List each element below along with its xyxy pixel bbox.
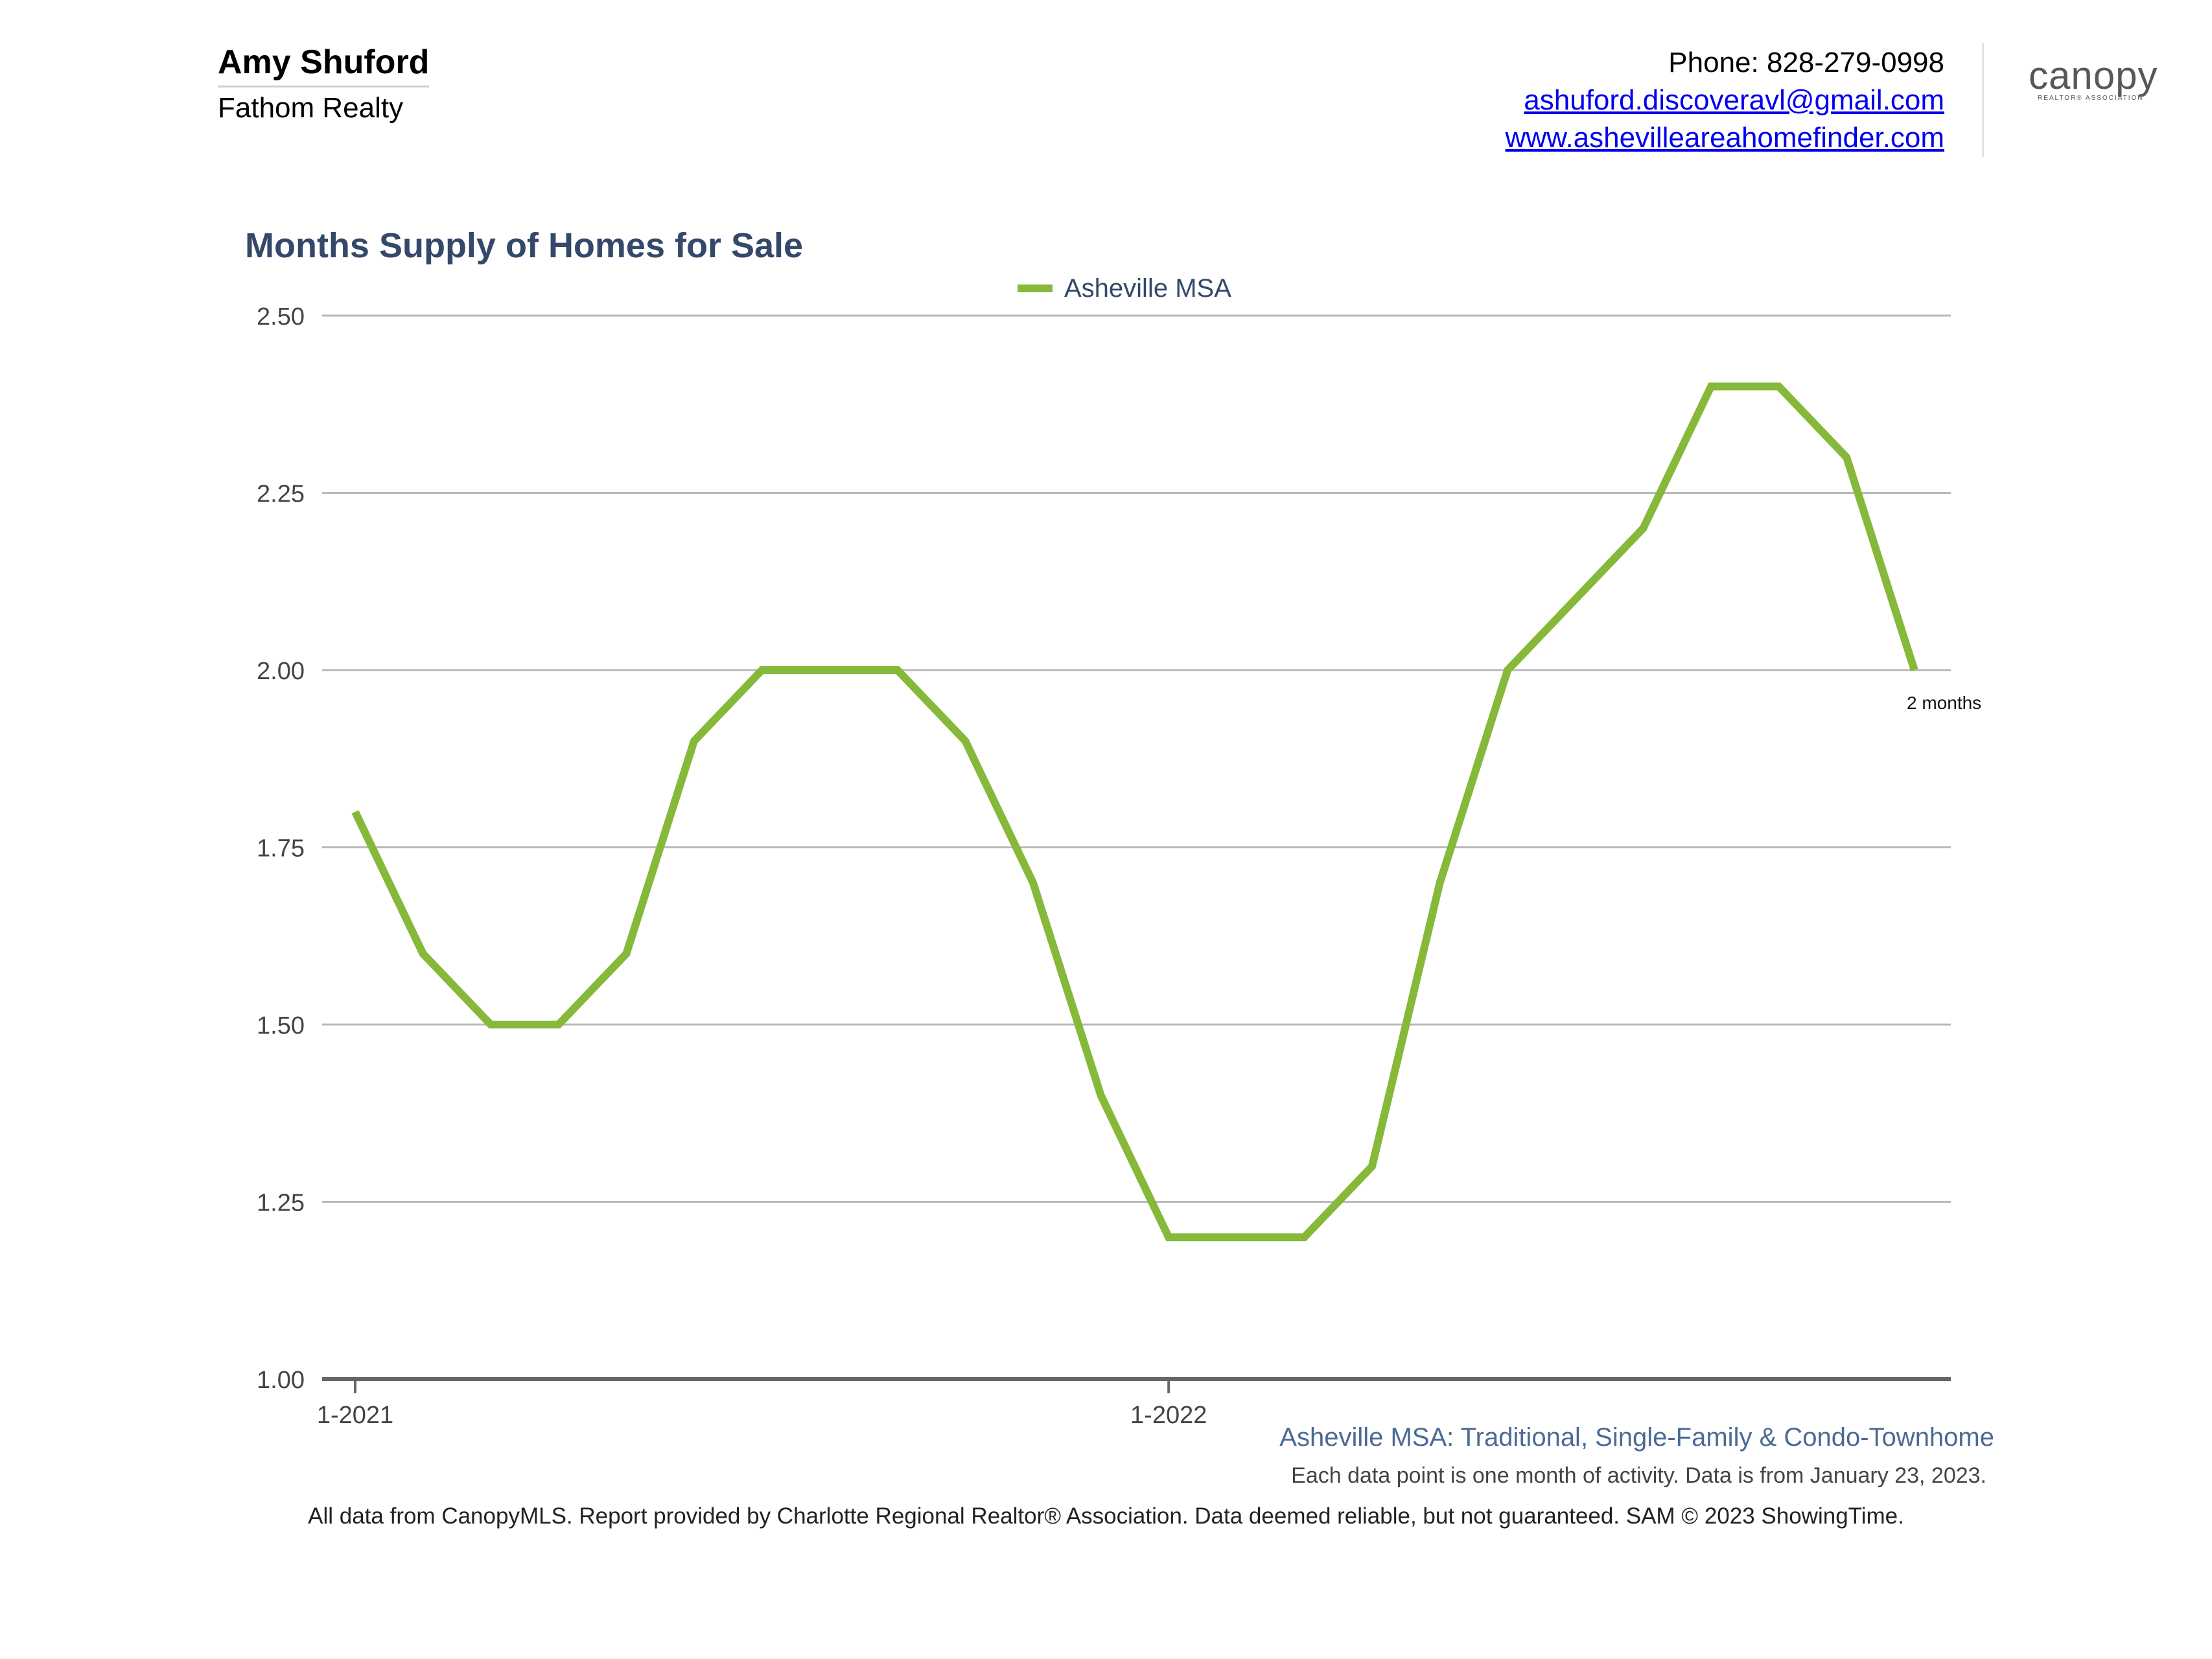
chart-legend: Asheville MSA (1018, 272, 1231, 305)
legend-label: Asheville MSA (1064, 273, 1231, 303)
y-tick-label: 2.50 (257, 303, 305, 331)
agent-phone: Phone: 828-279-0998 (1668, 47, 1944, 78)
x-tick-label: 1-2021 (317, 1402, 393, 1429)
header-divider (1982, 43, 1984, 157)
end-value-label: 2 months (1907, 693, 1981, 713)
agent-website-link[interactable]: www.ashevilleareahomefinder.com (1505, 122, 1944, 154)
legend-swatch (1018, 284, 1053, 292)
chart-title: Months Supply of Homes for Sale (245, 226, 804, 265)
y-tick-label: 1.75 (257, 835, 305, 863)
footer-disclaimer: All data from CanopyMLS. Report provided… (308, 1503, 1904, 1529)
agent-company: Fathom Realty (218, 92, 404, 124)
chart-subtitle: Asheville MSA: Traditional, Single-Famil… (1279, 1423, 1994, 1452)
series-line-asheville-msa (351, 382, 1918, 1242)
agent-email-link[interactable]: ashuford.discoveravl@gmail.com (1524, 84, 1944, 116)
chart-note: Each data point is one month of activity… (1291, 1463, 1986, 1488)
x-tick-label: 1-2022 (1130, 1402, 1207, 1429)
canopy-logo-wordmark: canopy (2029, 54, 2158, 97)
y-tick-label: 1.25 (257, 1190, 305, 1217)
y-tick-label: 1.00 (257, 1367, 305, 1394)
y-tick-label: 2.00 (257, 658, 305, 685)
y-tick-label: 2.25 (257, 481, 305, 508)
agent-name: Amy Shuford (218, 43, 430, 87)
canopy-logo-subtext: REALTOR® ASSOCIATION (2038, 95, 2144, 102)
canopy-logo: canopy REALTOR® ASSOCIATION (2029, 54, 2171, 102)
y-tick-label: 1.50 (257, 1012, 305, 1039)
